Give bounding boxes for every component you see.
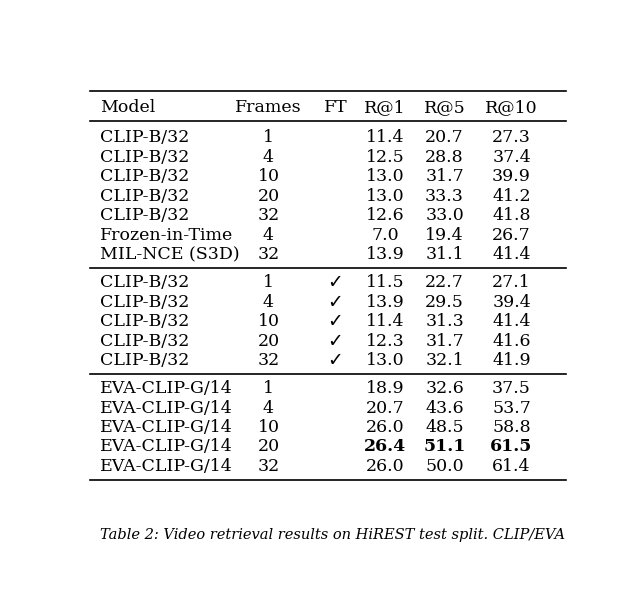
Text: 4: 4 — [263, 400, 274, 416]
Text: CLIP-B/32: CLIP-B/32 — [100, 352, 189, 369]
Text: 58.8: 58.8 — [492, 419, 531, 436]
Text: 11.4: 11.4 — [366, 129, 404, 147]
Text: 1: 1 — [263, 380, 274, 397]
Text: 12.5: 12.5 — [365, 149, 404, 166]
Text: ✓: ✓ — [328, 293, 343, 312]
Text: CLIP-B/32: CLIP-B/32 — [100, 188, 189, 205]
Text: 28.8: 28.8 — [425, 149, 464, 166]
Text: EVA-CLIP-G/14: EVA-CLIP-G/14 — [100, 419, 232, 436]
Text: CLIP-B/32: CLIP-B/32 — [100, 313, 189, 330]
Text: CLIP-B/32: CLIP-B/32 — [100, 168, 189, 185]
Text: 32.6: 32.6 — [425, 380, 464, 397]
Text: 20: 20 — [257, 333, 280, 349]
Text: 41.6: 41.6 — [492, 333, 531, 349]
Text: 33.3: 33.3 — [425, 188, 464, 205]
Text: 31.7: 31.7 — [425, 168, 464, 185]
Text: 13.0: 13.0 — [365, 188, 404, 205]
Text: 26.4: 26.4 — [364, 439, 406, 455]
Text: 31.1: 31.1 — [425, 246, 464, 263]
Text: 39.4: 39.4 — [492, 294, 531, 310]
Text: 31.3: 31.3 — [425, 313, 464, 330]
Text: FT: FT — [324, 99, 348, 116]
Text: 32.1: 32.1 — [425, 352, 464, 369]
Text: 13.0: 13.0 — [365, 168, 404, 185]
Text: 26.0: 26.0 — [365, 419, 404, 436]
Text: 4: 4 — [263, 227, 274, 243]
Text: 26.7: 26.7 — [492, 227, 531, 243]
Text: R@1: R@1 — [364, 99, 406, 116]
Text: 12.6: 12.6 — [365, 207, 404, 224]
Text: 43.6: 43.6 — [425, 400, 464, 416]
Text: 41.4: 41.4 — [492, 313, 531, 330]
Text: CLIP-B/32: CLIP-B/32 — [100, 294, 189, 310]
Text: 20: 20 — [257, 188, 280, 205]
Text: 41.8: 41.8 — [492, 207, 531, 224]
Text: 61.5: 61.5 — [490, 439, 532, 455]
Text: 20.7: 20.7 — [425, 129, 464, 147]
Text: CLIP-B/32: CLIP-B/32 — [100, 274, 189, 291]
Text: 50.0: 50.0 — [425, 458, 464, 475]
Text: 32: 32 — [257, 246, 280, 263]
Text: Model: Model — [100, 99, 155, 116]
Text: CLIP-B/32: CLIP-B/32 — [100, 129, 189, 147]
Text: CLIP-B/32: CLIP-B/32 — [100, 207, 189, 224]
Text: EVA-CLIP-G/14: EVA-CLIP-G/14 — [100, 458, 232, 475]
Text: 13.9: 13.9 — [365, 294, 404, 310]
Text: 61.4: 61.4 — [492, 458, 531, 475]
Text: 37.5: 37.5 — [492, 380, 531, 397]
Text: 33.0: 33.0 — [425, 207, 464, 224]
Text: ✓: ✓ — [328, 312, 343, 331]
Text: 51.1: 51.1 — [424, 439, 466, 455]
Text: 4: 4 — [263, 149, 274, 166]
Text: EVA-CLIP-G/14: EVA-CLIP-G/14 — [100, 400, 232, 416]
Text: 41.9: 41.9 — [492, 352, 531, 369]
Text: 41.4: 41.4 — [492, 246, 531, 263]
Text: 39.9: 39.9 — [492, 168, 531, 185]
Text: 1: 1 — [263, 274, 274, 291]
Text: R@5: R@5 — [424, 99, 465, 116]
Text: 27.1: 27.1 — [492, 274, 531, 291]
Text: 10: 10 — [257, 419, 280, 436]
Text: Table 2: Video retrieval results on HiREST test split. CLIP/EVA: Table 2: Video retrieval results on HiRE… — [100, 528, 565, 542]
Text: 4: 4 — [263, 294, 274, 310]
Text: Frozen-in-Time: Frozen-in-Time — [100, 227, 233, 243]
Text: 29.5: 29.5 — [425, 294, 464, 310]
Text: 13.9: 13.9 — [365, 246, 404, 263]
Text: 27.3: 27.3 — [492, 129, 531, 147]
Text: 7.0: 7.0 — [371, 227, 399, 243]
Text: R@10: R@10 — [485, 99, 538, 116]
Text: 20: 20 — [257, 439, 280, 455]
Text: 32: 32 — [257, 207, 280, 224]
Text: 20.7: 20.7 — [365, 400, 404, 416]
Text: ✓: ✓ — [328, 331, 343, 351]
Text: 10: 10 — [257, 313, 280, 330]
Text: 31.7: 31.7 — [425, 333, 464, 349]
Text: 18.9: 18.9 — [365, 380, 404, 397]
Text: 26.0: 26.0 — [365, 458, 404, 475]
Text: ✓: ✓ — [328, 273, 343, 292]
Text: 22.7: 22.7 — [425, 274, 464, 291]
Text: 32: 32 — [257, 458, 280, 475]
Text: CLIP-B/32: CLIP-B/32 — [100, 149, 189, 166]
Text: 41.2: 41.2 — [492, 188, 531, 205]
Text: 37.4: 37.4 — [492, 149, 531, 166]
Text: EVA-CLIP-G/14: EVA-CLIP-G/14 — [100, 380, 232, 397]
Text: 12.3: 12.3 — [365, 333, 404, 349]
Text: 32: 32 — [257, 352, 280, 369]
Text: CLIP-B/32: CLIP-B/32 — [100, 333, 189, 349]
Text: 11.5: 11.5 — [365, 274, 404, 291]
Text: 19.4: 19.4 — [425, 227, 464, 243]
Text: 1: 1 — [263, 129, 274, 147]
Text: 13.0: 13.0 — [365, 352, 404, 369]
Text: Frames: Frames — [235, 99, 302, 116]
Text: 10: 10 — [257, 168, 280, 185]
Text: EVA-CLIP-G/14: EVA-CLIP-G/14 — [100, 439, 232, 455]
Text: MIL-NCE (S3D): MIL-NCE (S3D) — [100, 246, 239, 263]
Text: ✓: ✓ — [328, 351, 343, 370]
Text: 48.5: 48.5 — [425, 419, 464, 436]
Text: 53.7: 53.7 — [492, 400, 531, 416]
Text: 11.4: 11.4 — [366, 313, 404, 330]
